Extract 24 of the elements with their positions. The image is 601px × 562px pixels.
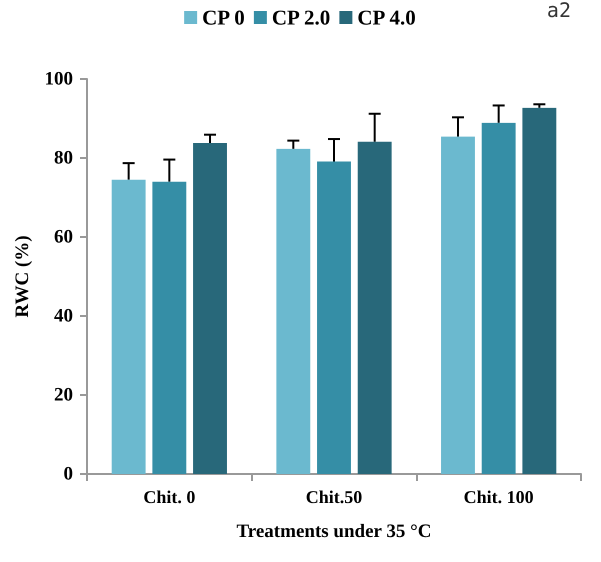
bar bbox=[276, 148, 310, 474]
bar bbox=[152, 182, 186, 474]
y-tick-label: 80 bbox=[54, 148, 73, 168]
bar bbox=[522, 108, 556, 474]
x-tick-label: Chit. 100 bbox=[464, 487, 534, 507]
x-axis-title: Treatments under 35 °C bbox=[236, 521, 432, 542]
legend-label: CP 0 bbox=[202, 6, 245, 30]
bar bbox=[358, 142, 392, 474]
y-tick-label: 60 bbox=[54, 226, 73, 248]
bar bbox=[112, 180, 146, 474]
bar bbox=[482, 122, 516, 474]
y-tick-label: 20 bbox=[54, 384, 73, 406]
y-tick-label: 40 bbox=[54, 306, 73, 326]
bar bbox=[317, 162, 351, 474]
y-tick-label: 100 bbox=[44, 68, 73, 90]
legend-label: CP 2.0 bbox=[272, 6, 330, 30]
x-tick-label: Chit. 0 bbox=[143, 487, 196, 507]
legend-label: CP 4.0 bbox=[357, 6, 416, 30]
x-tick-label: Chit.50 bbox=[306, 487, 362, 507]
bar bbox=[441, 136, 475, 474]
y-tick-label: 0 bbox=[64, 464, 73, 484]
text: a2 bbox=[546, 0, 572, 22]
bar bbox=[193, 142, 227, 474]
y-axis-title: RWC (%) bbox=[12, 235, 33, 318]
